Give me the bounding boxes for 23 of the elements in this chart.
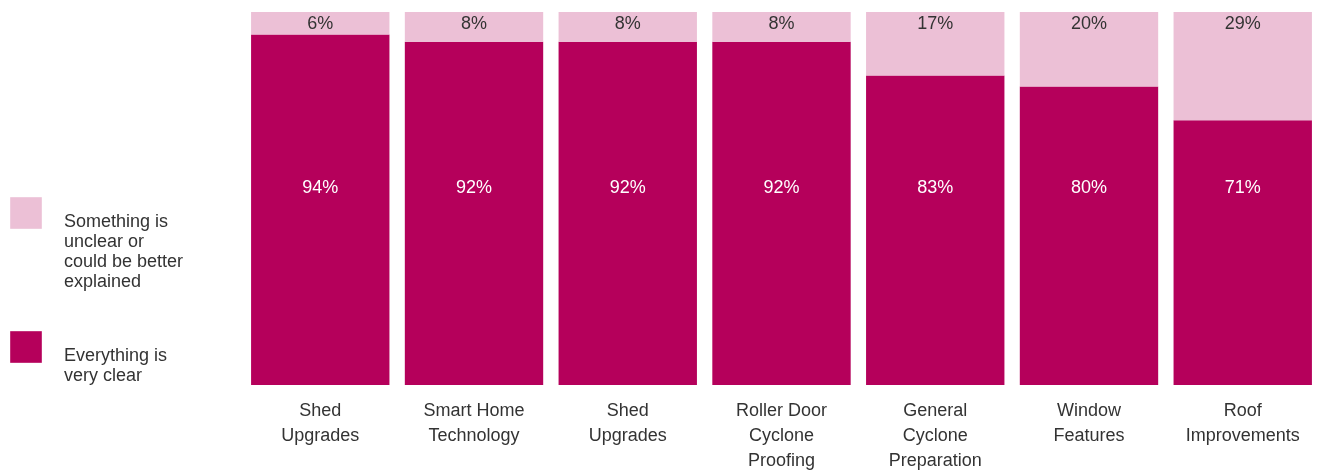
data-label: 80% [1070,177,1108,197]
x-tick-label: Smart Home Technology [423,399,525,445]
data-label: 92% [763,177,800,197]
x-tick-label: Shed Upgrades [588,399,667,445]
data-label: 8% [768,13,795,33]
data-label: 29% [1224,13,1261,33]
x-tick-label: Window Features [1053,399,1125,445]
data-label: 92% [455,177,493,197]
x-tick-label: General Cyclone Preparation [888,399,982,470]
x-tick-label: Roller Door Cyclone Proofing [735,399,828,470]
legend-label: Everything is very clear [64,345,168,385]
data-label: 94% [302,177,339,197]
data-label: 20% [1070,13,1108,33]
x-tick-label: Shed Upgrades [281,399,360,445]
data-label: 8% [614,13,641,33]
data-label: 71% [1224,177,1261,197]
data-label: 17% [917,13,954,33]
x-tick-label: Roof Improvements [1185,399,1300,445]
data-label: 83% [917,177,954,197]
legend-label: Something is unclear or could be better explained [64,211,184,291]
data-label: 92% [609,177,646,197]
data-label: 6% [307,13,334,33]
data-label: 8% [461,13,488,33]
